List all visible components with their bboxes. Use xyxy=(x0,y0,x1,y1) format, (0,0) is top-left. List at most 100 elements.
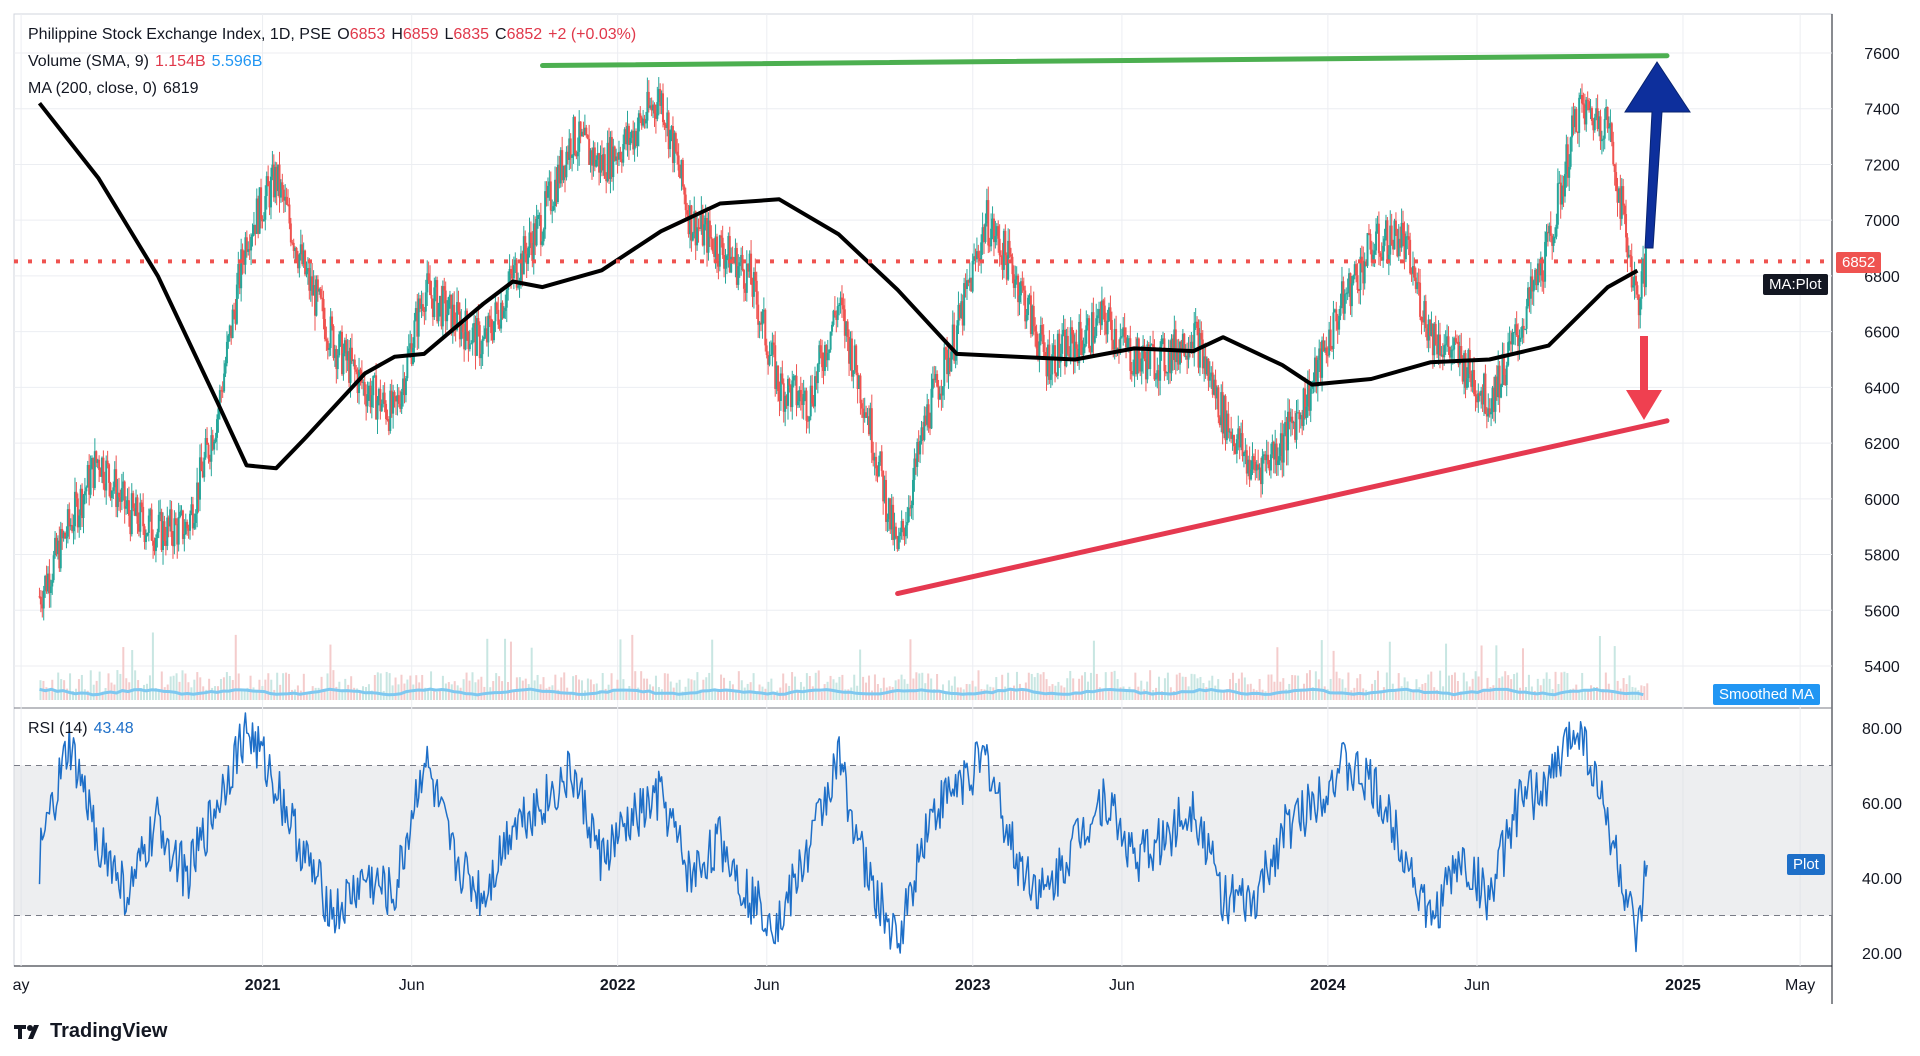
volume-bar xyxy=(643,678,646,700)
ma-200-line xyxy=(37,101,1639,471)
candle-body xyxy=(613,146,616,161)
candle-body xyxy=(1152,344,1155,347)
volume-bar xyxy=(421,674,424,700)
candle-body xyxy=(1338,315,1341,330)
candle-body xyxy=(768,355,771,365)
candle-body xyxy=(419,298,422,309)
candle-body xyxy=(1085,325,1088,344)
candle-body xyxy=(582,131,585,136)
candle-body xyxy=(406,354,409,379)
volume-bar xyxy=(1181,676,1184,700)
volume-bar xyxy=(1160,691,1163,700)
candle-body xyxy=(842,305,845,310)
candle-body xyxy=(1633,275,1636,286)
candle-body xyxy=(93,451,96,488)
candle-body xyxy=(1339,305,1342,316)
volume-bar xyxy=(107,673,110,700)
candle-body xyxy=(1014,279,1017,288)
candle-body xyxy=(779,373,782,401)
candle-body xyxy=(1474,394,1477,397)
candle-body xyxy=(1573,109,1576,128)
candle-body xyxy=(1102,300,1105,306)
candle-body xyxy=(1220,392,1223,426)
candle-body xyxy=(473,323,476,328)
volume-bar xyxy=(1418,687,1421,700)
candle-body xyxy=(1389,225,1392,255)
volume-bar xyxy=(678,679,681,700)
candle-body xyxy=(640,117,643,126)
candle-body xyxy=(595,159,598,167)
volume-bar xyxy=(1527,674,1530,700)
candle-body xyxy=(1549,225,1552,236)
candle-body xyxy=(883,479,886,502)
volume-bar xyxy=(1590,685,1593,700)
volume-bar xyxy=(586,678,589,700)
candle-body xyxy=(1012,274,1015,288)
candle-body xyxy=(227,335,230,342)
candle-body xyxy=(98,459,101,470)
candle-body xyxy=(1406,236,1409,238)
candle-body xyxy=(796,401,799,406)
volume-bar xyxy=(290,689,293,700)
candle-body xyxy=(931,378,934,389)
candle-body xyxy=(723,255,726,269)
candle-body xyxy=(933,378,936,381)
candle-body xyxy=(48,573,51,593)
candle-body xyxy=(1367,233,1370,235)
candle-body xyxy=(1224,396,1227,441)
candle-body xyxy=(798,390,801,402)
tradingview-logo[interactable]: TradingView xyxy=(14,1020,167,1043)
volume-bar xyxy=(350,676,353,700)
candle-body xyxy=(349,347,352,383)
candle-body xyxy=(1531,276,1534,292)
volume-bar xyxy=(817,670,820,700)
candle-body xyxy=(1627,254,1630,258)
candle-body xyxy=(1335,309,1338,322)
candle-body xyxy=(622,144,625,163)
candle-body xyxy=(508,269,511,284)
volume-bar xyxy=(598,690,601,700)
candle-body xyxy=(1529,276,1532,299)
candle-body xyxy=(75,491,78,499)
candle-body xyxy=(704,217,707,225)
candle-body xyxy=(652,104,655,111)
candle-body xyxy=(673,133,676,163)
candle-body xyxy=(819,345,822,353)
volume-bar xyxy=(654,675,657,700)
candle-body xyxy=(1450,349,1453,358)
volume-bar xyxy=(808,676,811,700)
candle-body xyxy=(457,302,460,312)
candle-body xyxy=(321,297,324,299)
candle-body xyxy=(1052,345,1055,355)
candle-body xyxy=(585,127,588,136)
candle-body xyxy=(61,529,64,539)
volume-bar xyxy=(681,691,684,700)
candle-body xyxy=(1108,307,1111,321)
candle-body xyxy=(980,242,983,262)
candle-body xyxy=(424,292,427,312)
candle-body xyxy=(189,513,192,531)
volume-bar xyxy=(737,671,740,700)
candle-body xyxy=(140,502,143,507)
candle-body xyxy=(372,375,375,396)
volume-bar xyxy=(944,691,947,700)
candle-body xyxy=(1562,185,1565,197)
time-tick-label: ay xyxy=(13,977,30,994)
candle-body xyxy=(49,586,52,593)
candle-body xyxy=(208,458,211,462)
candle-body xyxy=(1386,220,1389,262)
volume-bar xyxy=(1092,640,1095,700)
candle-body xyxy=(855,345,858,373)
candle-body xyxy=(471,327,474,344)
candle-body xyxy=(778,391,781,401)
volume-bar xyxy=(1119,687,1122,700)
candle-body xyxy=(1475,396,1478,403)
candle-body xyxy=(396,395,399,402)
candle-body xyxy=(521,253,524,275)
candle-body xyxy=(1372,254,1375,263)
candle-body xyxy=(1018,295,1021,303)
volume-bar xyxy=(1140,680,1143,700)
candle-body xyxy=(44,575,47,591)
candle-body xyxy=(1318,348,1321,361)
low-label: L xyxy=(444,26,454,43)
